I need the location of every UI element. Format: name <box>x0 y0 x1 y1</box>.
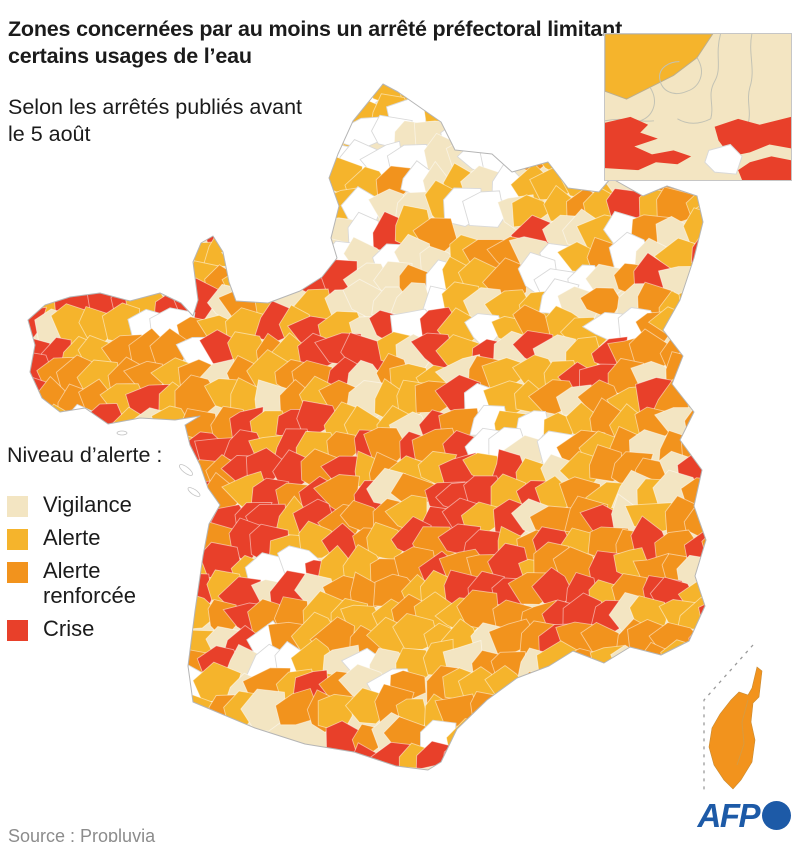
inset-no-alert-zone <box>704 143 743 175</box>
inset-crise-zone-left <box>605 116 692 171</box>
inset-map-svg <box>605 34 791 180</box>
inset-map <box>604 33 792 181</box>
legend-swatch-vigilance <box>7 496 28 517</box>
legend-item-vigilance: Vigilance <box>7 492 207 517</box>
legend-swatch-alerte <box>7 529 28 551</box>
legend-label-vigilance: Vigilance <box>43 492 132 517</box>
afp-logo: AFP <box>697 797 791 834</box>
legend-label-alerte-renforcee: Alerte renforcée <box>43 558 136 608</box>
legend-item-alerte: Alerte <box>7 525 207 551</box>
inset-crise-zone-right <box>714 116 791 157</box>
france-coastline <box>27 83 707 771</box>
afp-logo-text: AFP <box>697 797 761 834</box>
legend-label-crise: Crise <box>43 615 95 641</box>
afp-logo-circle <box>762 801 791 830</box>
page-title: Zones concernées par au moins un arrêté … <box>8 17 623 68</box>
legend-title: Niveau d’alerte : <box>7 443 163 467</box>
page-subtitle: Selon les arrêtés publiés avant le 5 aoû… <box>8 94 303 146</box>
inset-crise-zone-bottom-right <box>738 156 791 180</box>
legend-swatch-crise <box>7 619 28 641</box>
atlantic-islands <box>116 430 201 497</box>
legend-swatch-alerte-renforcee <box>7 562 28 584</box>
corsica-separator-line <box>703 644 754 790</box>
source-credit: Source : Propluvia <box>8 826 156 842</box>
corsica <box>708 666 763 790</box>
corsica-ridge-line <box>736 699 749 766</box>
inset-alerte-zone <box>605 34 714 100</box>
legend-label-alerte: Alerte <box>43 525 101 551</box>
legend: Niveau d’alerte : Vigilance Alerte Alert… <box>7 443 207 650</box>
legend-item-alerte-renforcee: Alerte renforcée <box>7 559 207 607</box>
legend-item-crise: Crise <box>7 615 207 641</box>
